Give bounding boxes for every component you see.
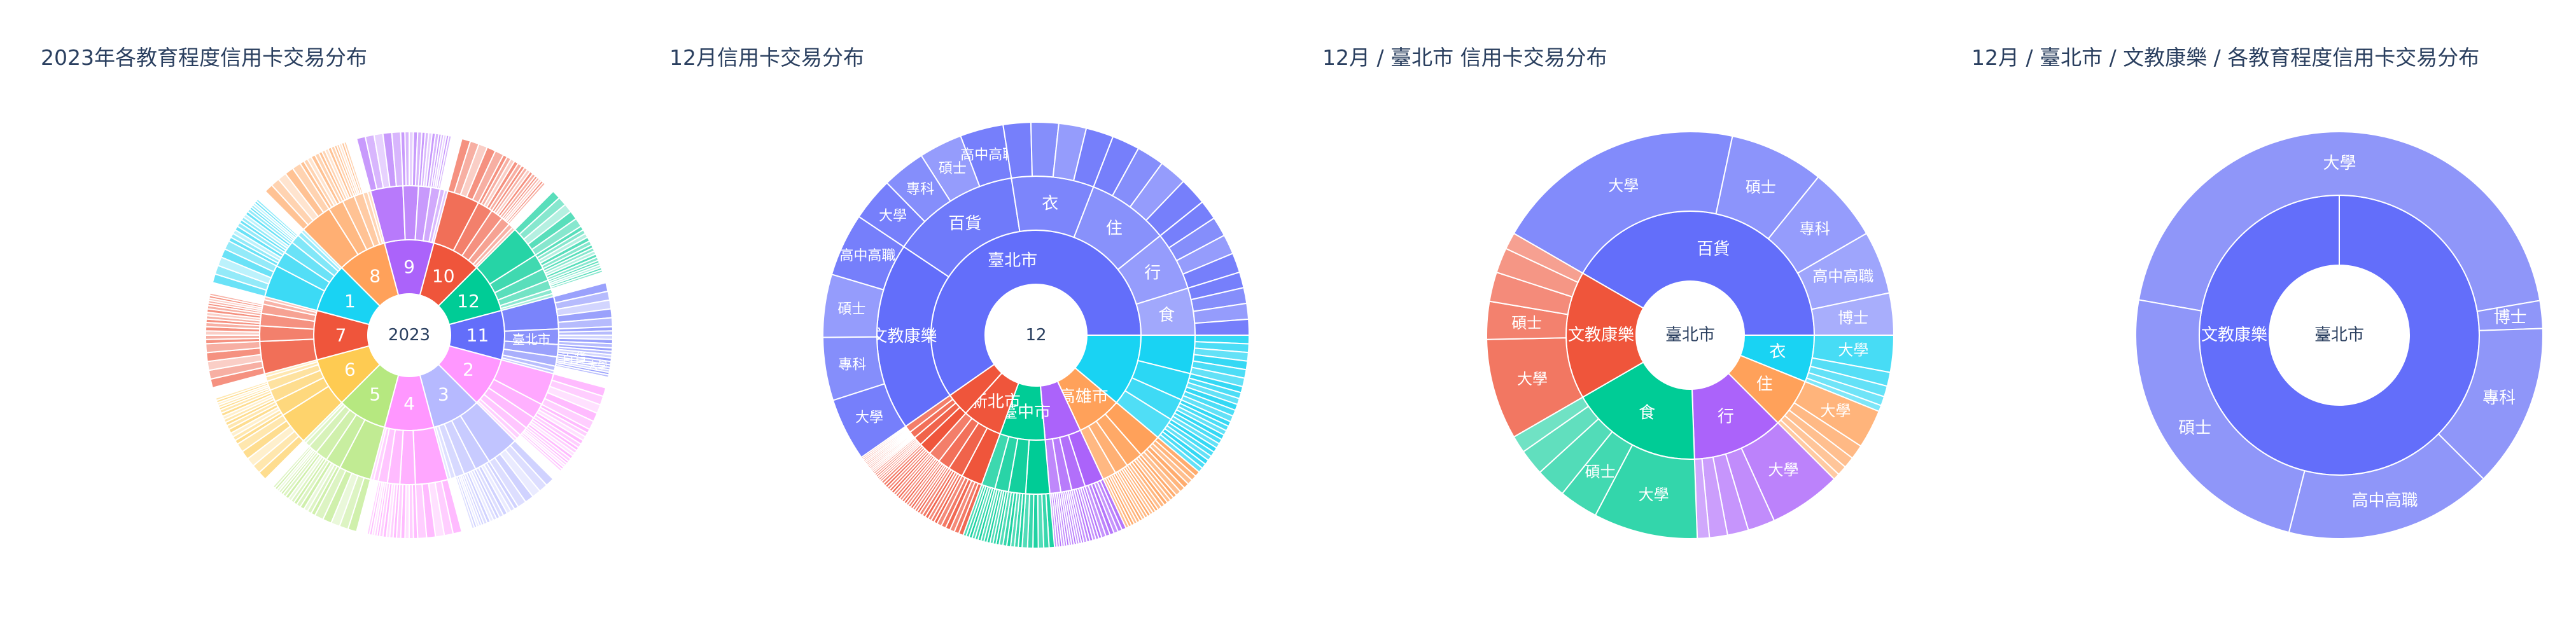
- segment-label: 高中高職: [839, 248, 895, 264]
- segment-label: 百貨: [1697, 240, 1730, 259]
- segment-label: 博士: [1838, 309, 1868, 327]
- segment-label: 專科: [1800, 220, 1830, 238]
- segment-label: 11: [466, 325, 489, 346]
- segment-label: 專科: [838, 357, 866, 373]
- segment-label: 衣: [1042, 195, 1058, 214]
- center-label: 2023: [388, 326, 430, 345]
- segment-label: 臺北市: [512, 332, 550, 347]
- sunburst-segment[interactable]: [409, 483, 414, 540]
- segment-label: 5: [369, 384, 381, 405]
- segment-label: 7: [335, 325, 347, 346]
- segment-label: 大學: [1768, 461, 1799, 479]
- segment-label: 9: [403, 256, 415, 277]
- sunburst-segment[interactable]: [1513, 131, 1733, 274]
- segment-label: 碩士: [837, 301, 865, 317]
- segment-label: 碩士: [1511, 314, 1542, 332]
- sunburst-segment[interactable]: [2138, 131, 2541, 312]
- center-label: 臺北市: [2314, 326, 2364, 345]
- segment-label: 高中高職: [1812, 268, 1873, 286]
- segment-label: 6: [344, 359, 356, 380]
- segment-label: 食: [1158, 306, 1175, 325]
- segment-label: 大學: [1608, 177, 1639, 195]
- segment-label: 文教康樂: [1568, 326, 1634, 345]
- segment-label: 文教康樂: [871, 327, 937, 346]
- segment-label: 博士: [2494, 308, 2527, 328]
- segment-label: 大學: [2323, 154, 2356, 173]
- segment-label: 碩士: [1585, 463, 1615, 481]
- segment-label: 行: [1144, 264, 1161, 283]
- segment-label: 專科: [2482, 389, 2516, 408]
- center-label: 臺北市: [1665, 326, 1715, 345]
- segment-label: 1: [344, 291, 356, 312]
- segment-label: 衣: [1769, 343, 1786, 362]
- segment-label: 大學: [1639, 486, 1669, 504]
- segment-label: 食: [1639, 403, 1655, 422]
- sunburst-segment[interactable]: [557, 330, 614, 336]
- sunburst-segment[interactable]: [860, 425, 907, 460]
- segment-label: 大學: [879, 209, 907, 225]
- chart-title-1: 2023年各教育程度信用卡交易分布: [41, 45, 367, 70]
- segment-label: 2: [463, 359, 474, 380]
- segment-label: 行: [1718, 407, 1734, 426]
- chart-title-4: 12月 / 臺北市 / 文教康樂 / 各教育程度信用卡交易分布: [1971, 45, 2480, 70]
- segment-label: 碩士: [1746, 179, 1776, 197]
- segment-label: 大學: [587, 359, 608, 371]
- segment-label: 百貨: [561, 350, 587, 366]
- segment-label: 住: [1106, 219, 1123, 239]
- segment-label: 4: [403, 393, 415, 414]
- chart-title-3: 12月 / 臺北市 信用卡交易分布: [1322, 45, 1607, 70]
- segment-label: 百貨: [948, 214, 981, 233]
- segment-label: 碩士: [939, 161, 967, 177]
- segment-label: 碩士: [2178, 418, 2211, 438]
- segment-label: 高中高職: [2352, 491, 2418, 510]
- segment-label: 10: [432, 265, 455, 286]
- segment-label: 文教康樂: [2201, 326, 2267, 345]
- sunburst-segment[interactable]: [552, 280, 607, 298]
- segment-label: 住: [1756, 375, 1773, 394]
- segment-label: 3: [438, 384, 449, 405]
- segment-label: 8: [369, 265, 381, 286]
- segment-label: 臺北市: [988, 251, 1037, 270]
- sunburst-segment[interactable]: [2135, 299, 2306, 534]
- segment-label: 12: [457, 291, 480, 312]
- sunburst-segment[interactable]: [204, 335, 261, 340]
- segment-label: 專科: [906, 181, 934, 197]
- sunburst-segment[interactable]: [1505, 232, 1584, 284]
- segment-label: 大學: [1838, 342, 1868, 359]
- center-label: 12: [1025, 326, 1046, 345]
- sunburst-segment[interactable]: [404, 130, 410, 187]
- chart-title-2: 12月信用卡交易分布: [669, 45, 864, 70]
- segment-label: 大學: [855, 410, 883, 426]
- segment-label: 大學: [1517, 370, 1548, 388]
- segment-label: 大學: [1820, 402, 1851, 420]
